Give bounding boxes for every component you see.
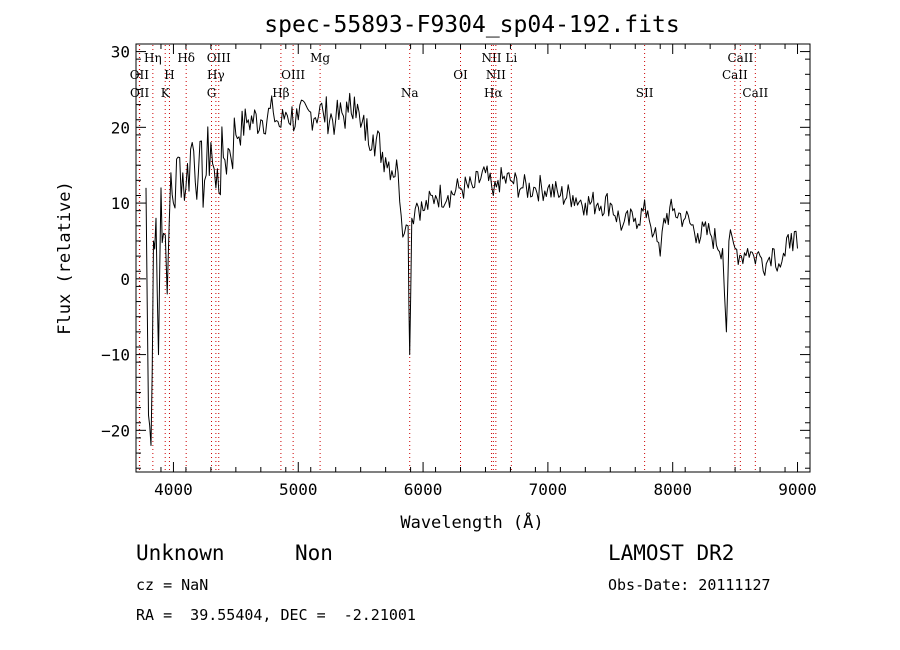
line-marker-label-9: Hβ: [272, 86, 289, 100]
y-axis-label: Flux (relative): [55, 181, 75, 335]
obs-date-label: Obs-Date: 20111127: [608, 576, 771, 594]
line-marker-label-13: OI: [453, 68, 468, 82]
classification-label: Unknown: [136, 541, 225, 565]
line-marker-label-7: Hγ: [207, 68, 225, 82]
survey-label: LAMOST DR2: [608, 541, 735, 565]
y-tick-label-3: 10: [111, 194, 130, 213]
line-marker-label-11: Mg: [310, 51, 330, 65]
subclass-label: Non: [295, 541, 333, 565]
plot-frame: [135, 43, 811, 473]
coordinates-label: RA = 39.55404, DEC = -2.21001: [136, 606, 416, 624]
x-tick-label-5: 9000: [778, 480, 817, 499]
x-tick-label-3: 7000: [529, 480, 568, 499]
chart-title: spec-55893-F9304_sp04-192.fits: [264, 12, 679, 38]
y-tick-label-5: 30: [111, 43, 130, 62]
line-marker-label-16: NII: [486, 68, 506, 82]
axis-ticks: 4000 5000 6000 7000 8000 9000 −20 −10 0 10 20 30: [101, 43, 817, 499]
line-marker-label-21: CaII: [742, 86, 768, 100]
x-tick-label-4: 8000: [653, 480, 692, 499]
line-marker-label-1: OII: [130, 86, 150, 100]
y-tick-label-0: −20: [101, 421, 130, 440]
line-marker-label-6: OIII: [207, 51, 231, 65]
y-tick-label-1: −10: [101, 346, 130, 365]
line-marker-label-18: SII: [636, 86, 654, 100]
line-marker-label-15: Li: [505, 51, 517, 65]
line-marker-label-2: Hη: [144, 51, 162, 65]
spectrum-series: [145, 92, 798, 446]
spectrum-line: [145, 92, 798, 446]
line-marker-label-4: K: [161, 86, 171, 100]
line-marker-label-3: H: [164, 68, 174, 82]
x-tick-label-0: 4000: [154, 480, 193, 499]
line-marker-label-20: CaII: [722, 68, 748, 82]
line-marker-label-17: Hα: [484, 86, 503, 100]
x-tick-label-2: 6000: [404, 480, 443, 499]
line-marker-label-19: CaII: [727, 51, 753, 65]
y-tick-label-4: 20: [111, 118, 130, 137]
line-marker-label-14: NII: [481, 51, 501, 65]
line-marker-label-8: G: [207, 86, 217, 100]
x-tick-label-1: 5000: [279, 480, 318, 499]
redshift-label: cz = NaN: [136, 576, 209, 594]
y-tick-label-2: 0: [120, 270, 130, 289]
line-marker-label-10: OIII: [281, 68, 305, 82]
line-marker-label-12: Na: [401, 86, 419, 100]
line-marker-label-0: OII: [130, 68, 150, 82]
x-axis-label: Wavelength (Å): [400, 511, 543, 533]
line-marker-label-5: Hδ: [177, 51, 195, 65]
